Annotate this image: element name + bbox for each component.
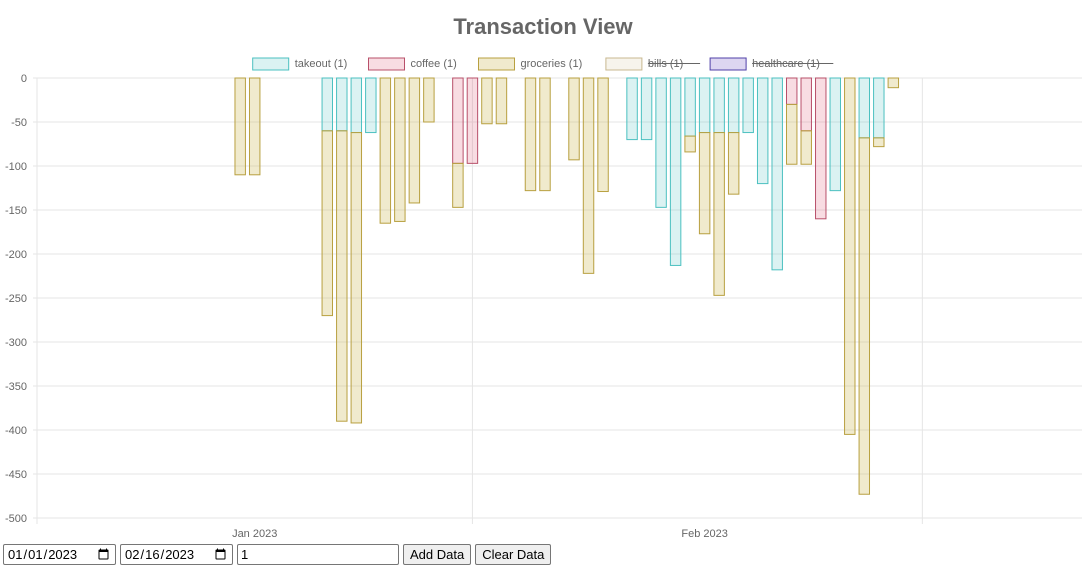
legend-label: groceries (1) bbox=[521, 58, 583, 70]
bar bbox=[785, 103, 798, 165]
bar bbox=[495, 77, 508, 125]
x-tick-label: Feb 2023 bbox=[681, 528, 727, 540]
bar bbox=[785, 77, 798, 105]
y-tick-label: 0 bbox=[21, 73, 27, 85]
bar bbox=[713, 132, 725, 296]
bar bbox=[423, 77, 435, 123]
legend-swatch bbox=[605, 57, 643, 71]
y-tick-label: -400 bbox=[5, 425, 27, 437]
bar bbox=[365, 77, 377, 134]
bar bbox=[698, 77, 711, 134]
bar bbox=[858, 137, 871, 495]
bar bbox=[524, 77, 537, 192]
bar bbox=[873, 77, 885, 139]
bar bbox=[321, 130, 334, 317]
amount-input[interactable] bbox=[237, 543, 399, 565]
bar bbox=[669, 77, 682, 266]
y-tick-label: -100 bbox=[5, 161, 27, 173]
y-tick-label: -150 bbox=[5, 205, 27, 217]
y-tick-label: -250 bbox=[5, 293, 27, 305]
y-tick-label: -500 bbox=[5, 513, 27, 525]
legend-label: coffee (1) bbox=[411, 58, 457, 70]
y-tick-label: -300 bbox=[5, 337, 27, 349]
chart-grid bbox=[33, 77, 1082, 524]
bar bbox=[539, 77, 551, 192]
legend-label: takeout (1) bbox=[295, 58, 348, 70]
legend-swatch bbox=[709, 57, 747, 71]
bar bbox=[248, 77, 261, 176]
bar bbox=[829, 77, 841, 192]
bar bbox=[394, 77, 406, 222]
legend-swatch bbox=[252, 57, 290, 71]
transaction-chart: Transaction View takeout (1) coffee (1) gr… bbox=[5, 14, 1082, 540]
y-axis: 0 -50 -100 -150 -200 -250 -300 -350 -400 -450 -500 bbox=[5, 73, 27, 525]
bar bbox=[568, 77, 580, 161]
bar bbox=[771, 77, 783, 271]
legend-item: groceries (1) bbox=[478, 57, 583, 71]
y-tick-label: -350 bbox=[5, 381, 27, 393]
bar bbox=[597, 77, 609, 193]
legend-item: coffee (1) bbox=[368, 57, 457, 71]
bar bbox=[466, 77, 479, 164]
legend-item: takeout (1) bbox=[252, 57, 348, 71]
bar bbox=[452, 77, 464, 164]
chart-legend: takeout (1) coffee (1) groceries (1) bills … bbox=[252, 57, 834, 71]
end-date-input[interactable] bbox=[120, 543, 233, 565]
bar bbox=[800, 130, 812, 165]
legend-item: healthcare (1) bbox=[709, 57, 834, 71]
y-tick-label: -450 bbox=[5, 469, 27, 481]
legend-swatch bbox=[478, 57, 515, 71]
bar bbox=[815, 77, 827, 220]
bar bbox=[684, 135, 696, 153]
bar bbox=[321, 77, 334, 132]
bar bbox=[582, 77, 595, 274]
legend-swatch bbox=[368, 57, 405, 71]
y-tick-label: -200 bbox=[5, 249, 27, 261]
bar bbox=[887, 77, 900, 89]
bar bbox=[234, 77, 246, 176]
bar bbox=[481, 77, 493, 125]
bar bbox=[698, 132, 711, 235]
bar bbox=[350, 132, 363, 424]
bar bbox=[727, 77, 740, 134]
bar bbox=[626, 77, 638, 141]
bar bbox=[684, 77, 696, 137]
x-tick-label: Jan 2023 bbox=[232, 528, 277, 540]
chart-title: Transaction View bbox=[453, 14, 633, 39]
legend-item: bills (1) bbox=[605, 57, 701, 71]
bar bbox=[756, 77, 769, 185]
x-axis: Jan 2023 Feb 2023 bbox=[232, 528, 728, 540]
chart-bars bbox=[234, 77, 900, 495]
y-tick-label: -50 bbox=[11, 117, 27, 129]
bar bbox=[655, 77, 667, 208]
clear-data-button[interactable]: Clear Data bbox=[475, 543, 552, 565]
bar bbox=[727, 132, 740, 195]
bar bbox=[742, 77, 754, 134]
bar bbox=[858, 77, 871, 139]
bar bbox=[408, 77, 421, 204]
bar bbox=[336, 130, 348, 422]
bar bbox=[844, 77, 856, 435]
controls-bar: Add Data Clear Data bbox=[3, 543, 552, 565]
bar bbox=[640, 77, 653, 141]
bar bbox=[336, 77, 348, 132]
bar bbox=[379, 77, 392, 224]
bar bbox=[873, 137, 885, 148]
start-date-input[interactable] bbox=[3, 543, 116, 565]
add-data-button[interactable]: Add Data bbox=[403, 543, 472, 565]
bar bbox=[350, 77, 363, 134]
bar bbox=[713, 77, 725, 134]
bar bbox=[800, 77, 812, 132]
bar bbox=[452, 162, 464, 208]
